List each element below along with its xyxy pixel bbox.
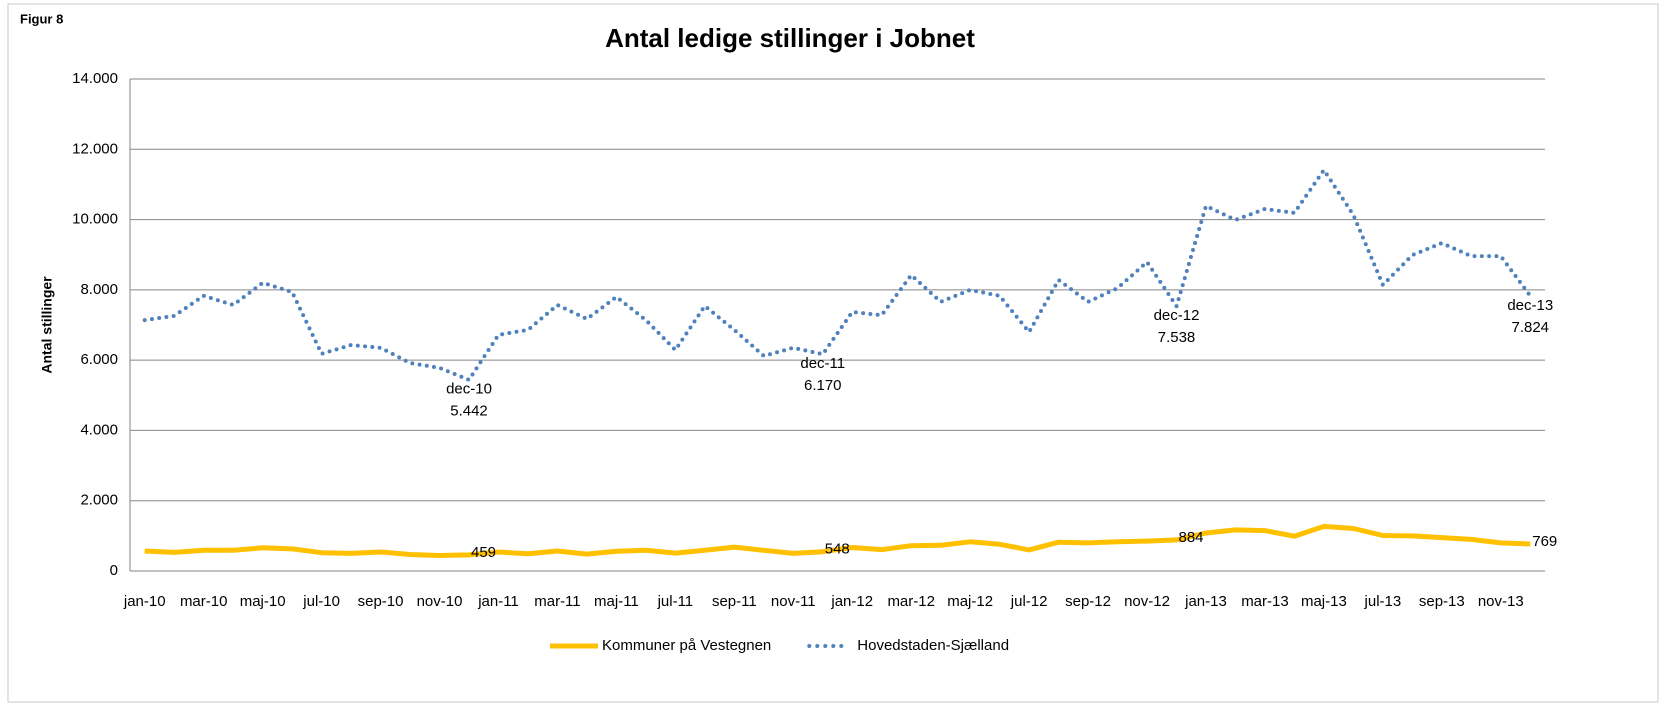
x-tick-label: nov-12: [1124, 593, 1170, 610]
x-tick-label: mar-12: [887, 593, 935, 610]
y-tick-label: 12.000: [72, 140, 118, 157]
chart-title: Antal ledige stillinger i Jobnet: [605, 23, 975, 53]
data-label: 5.442: [450, 403, 488, 420]
y-tick-label: 8.000: [80, 281, 118, 298]
y-tick-label: 4.000: [80, 421, 118, 438]
chart-frame: [7, 3, 1659, 703]
y-axis-label: Antal stillinger: [39, 276, 55, 374]
x-tick-label: jul-11: [657, 593, 694, 610]
x-tick-label: nov-11: [771, 593, 816, 610]
series-line: [142, 168, 1533, 382]
x-tick-label: jul-10: [302, 593, 340, 610]
x-tick-label: nov-13: [1478, 593, 1524, 610]
x-tick-label: nov-10: [417, 593, 463, 610]
x-tick-label: maj-12: [947, 593, 993, 610]
data-label-name: dec-12: [1154, 307, 1200, 324]
y-tick-label: 6.000: [80, 351, 118, 368]
x-tick-label: maj-11: [594, 593, 639, 610]
x-tick-label: maj-10: [240, 593, 286, 610]
series-line: [144, 523, 1531, 558]
x-tick-label: maj-13: [1301, 593, 1347, 610]
figure-label: Figur 8: [20, 11, 63, 26]
data-label-name: dec-13: [1507, 297, 1553, 314]
x-tick-label: mar-13: [1241, 593, 1289, 610]
x-tick-label: sep-10: [358, 593, 404, 610]
x-tick-label: jul-13: [1364, 593, 1402, 610]
x-tick-label: jul-12: [1010, 593, 1048, 610]
data-label: 7.538: [1158, 329, 1196, 346]
x-tick-label: jan-10: [123, 593, 166, 610]
legend-label: Kommuner på Vestegnen: [602, 637, 771, 654]
data-label: 7.824: [1511, 319, 1549, 336]
legend-label: Hovedstaden-Sjælland: [857, 637, 1009, 654]
x-tick-label: jan-11: [477, 593, 519, 610]
data-label: 6.170: [804, 377, 842, 394]
y-tick-label: 14.000: [72, 70, 118, 87]
x-tick-label: sep-12: [1065, 593, 1111, 610]
x-tick-label: mar-10: [180, 593, 228, 610]
y-tick-label: 10.000: [72, 211, 118, 228]
x-tick-label: sep-13: [1419, 593, 1465, 610]
y-tick-label: 0: [110, 562, 118, 579]
data-label: 459: [471, 544, 496, 561]
x-tick-label: jan-13: [1184, 593, 1227, 610]
data-label: 769: [1532, 533, 1557, 550]
x-tick-label: jan-12: [830, 593, 873, 610]
data-label-name: dec-10: [446, 381, 492, 398]
data-label: 884: [1179, 529, 1204, 546]
x-tick-label: sep-11: [712, 593, 757, 610]
y-tick-label: 2.000: [80, 492, 118, 509]
x-tick-label: mar-11: [534, 593, 580, 610]
data-label: 548: [825, 541, 850, 558]
data-label-name: dec-11: [800, 355, 845, 372]
